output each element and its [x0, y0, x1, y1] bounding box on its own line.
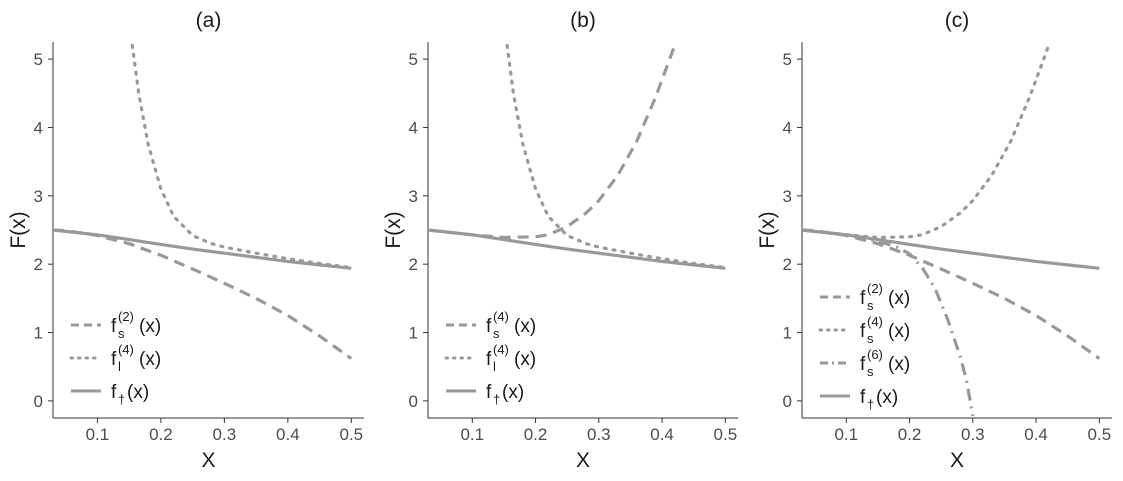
legend-label: f †(x) — [111, 382, 149, 407]
series-group — [53, 43, 353, 360]
legend-label: f (6) s (x) — [860, 347, 910, 379]
panel-1: 0.1 0.2 0.3 0.4 0.5 0 1 2 3 4 5 (a) X F(x) f (2) s (x)f (4… — [7, 9, 364, 472]
series-line-dotted — [505, 43, 727, 270]
x-tick-label: 0.4 — [1024, 425, 1048, 444]
x-tick-label: 0.2 — [149, 425, 173, 444]
panel-title: (b) — [570, 9, 596, 32]
legend-label: f (4) l (x) — [111, 342, 161, 374]
x-tick-label: 0.4 — [276, 425, 300, 444]
legend-label: f (4) s (x) — [486, 309, 536, 341]
x-tick-label: 0.5 — [339, 425, 363, 444]
legend: f (4) s (x)f (4) l (x) f †(x) — [444, 309, 536, 407]
x-axis-title: X — [201, 449, 215, 472]
series-line-solid — [53, 228, 352, 270]
series-group — [802, 43, 1101, 417]
legend-label: f †(x) — [486, 382, 524, 407]
x-axis-title: X — [950, 449, 964, 472]
series-line-dashed — [428, 44, 677, 240]
legend-label: f †(x) — [860, 387, 898, 412]
y-tick-label: 0 — [783, 392, 792, 411]
x-axis-title: X — [576, 449, 590, 472]
y-tick-label: 1 — [34, 324, 43, 343]
panel-3: 0.1 0.2 0.3 0.4 0.5 0 1 2 3 4 5 (c) X F(x) f (2) s (x)f (4… — [756, 9, 1112, 472]
y-tick-label: 0 — [409, 392, 418, 411]
series-line-dotted — [802, 43, 1051, 240]
panel-2: 0.1 0.2 0.3 0.4 0.5 0 1 2 3 4 5 (b) X F(x) f (4) s (x)f (4… — [382, 9, 738, 472]
y-tick-label: 5 — [783, 50, 792, 69]
y-axis-title: F(x) — [7, 211, 30, 248]
x-tick-label: 0.1 — [834, 425, 858, 444]
x-tick-label: 0.3 — [961, 425, 985, 444]
y-tick-label: 3 — [783, 187, 792, 206]
y-tick-label: 1 — [783, 324, 792, 343]
x-tick-label: 0.4 — [650, 425, 674, 444]
x-tick-label: 0.3 — [587, 425, 611, 444]
legend-label: f (4) s (x) — [860, 314, 910, 346]
series-line-solid — [802, 228, 1100, 270]
x-tick-label: 0.2 — [898, 425, 922, 444]
x-tick-label: 0.1 — [86, 425, 110, 444]
legend: f (2) s (x)f (4) s (x)f (6) s (x) f †(x) — [818, 281, 910, 412]
panel-title: (c) — [945, 9, 970, 32]
y-axis-title: F(x) — [382, 211, 405, 248]
series-group — [428, 43, 727, 270]
y-tick-label: 3 — [34, 187, 43, 206]
y-tick-label: 4 — [409, 118, 418, 137]
y-tick-label: 4 — [34, 118, 43, 137]
legend: f (2) s (x)f (4) l (x) f †(x) — [69, 309, 161, 407]
panel-title: (a) — [196, 9, 222, 32]
series-line-solid — [428, 228, 726, 270]
x-tick-label: 0.5 — [714, 425, 738, 444]
x-tick-label: 0.3 — [213, 425, 237, 444]
y-axis-title: F(x) — [756, 211, 779, 248]
legend-label: f (2) s (x) — [111, 309, 161, 341]
y-tick-label: 2 — [409, 255, 418, 274]
x-tick-label: 0.1 — [460, 425, 484, 444]
legend-label: f (4) l (x) — [486, 342, 536, 374]
series-line-dotted — [130, 43, 353, 270]
y-tick-label: 3 — [409, 187, 418, 206]
y-tick-label: 2 — [783, 255, 792, 274]
x-tick-label: 0.2 — [524, 425, 548, 444]
x-tick-label: 0.5 — [1088, 425, 1112, 444]
y-tick-label: 2 — [34, 255, 43, 274]
y-tick-label: 4 — [783, 118, 792, 137]
y-tick-label: 0 — [34, 392, 43, 411]
y-tick-label: 5 — [34, 50, 43, 69]
legend-label: f (2) s (x) — [860, 281, 910, 313]
y-tick-label: 1 — [409, 324, 418, 343]
y-tick-label: 5 — [409, 50, 418, 69]
